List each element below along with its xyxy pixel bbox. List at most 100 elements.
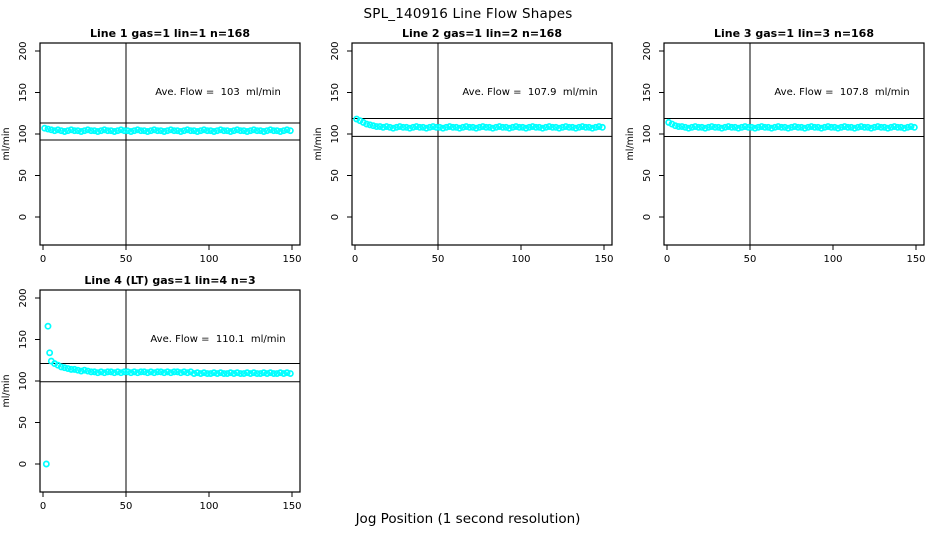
data-point bbox=[71, 365, 78, 373]
data-point bbox=[542, 123, 550, 131]
data-point bbox=[436, 123, 444, 131]
data-point bbox=[91, 368, 98, 376]
panel-line-2: Line 2 gas=1 lin=2 n=168 0 50 100 150 0 50 100 1… bbox=[312, 26, 624, 273]
plot-box bbox=[351, 42, 613, 246]
data-point bbox=[389, 124, 397, 132]
data-point bbox=[432, 123, 440, 131]
data-point bbox=[137, 368, 145, 376]
y-axis-label: ml/min bbox=[1, 374, 12, 407]
data-point bbox=[874, 123, 882, 130]
data-point bbox=[539, 124, 547, 132]
data-point bbox=[77, 367, 85, 375]
x-tick-label: 150 bbox=[282, 501, 301, 512]
data-point bbox=[130, 368, 138, 376]
data-point bbox=[685, 124, 693, 132]
data-point bbox=[140, 127, 148, 135]
data-point bbox=[187, 127, 195, 135]
data-point bbox=[831, 123, 839, 131]
data-point bbox=[100, 126, 108, 134]
data-point bbox=[220, 127, 228, 135]
data-point bbox=[140, 368, 148, 376]
data-point bbox=[422, 124, 430, 132]
data-point bbox=[51, 127, 59, 135]
data-point bbox=[871, 123, 878, 131]
data-point bbox=[207, 127, 215, 135]
data-point bbox=[691, 123, 699, 130]
data-point bbox=[695, 123, 702, 131]
data-point bbox=[280, 127, 288, 135]
data-point bbox=[87, 368, 95, 376]
data-point bbox=[266, 126, 274, 134]
data-point bbox=[671, 122, 679, 130]
data-point bbox=[509, 123, 517, 131]
data-point bbox=[562, 123, 570, 130]
data-point bbox=[486, 123, 493, 131]
data-point bbox=[157, 368, 165, 376]
data-point bbox=[197, 127, 205, 135]
data-point bbox=[678, 123, 686, 130]
data-point bbox=[250, 126, 258, 134]
x-tick-label: 50 bbox=[120, 254, 133, 265]
data-point bbox=[134, 369, 142, 377]
data-point bbox=[582, 123, 590, 131]
data-point bbox=[904, 123, 912, 131]
data-point bbox=[890, 123, 898, 130]
x-tick-label: 50 bbox=[432, 254, 445, 265]
data-point bbox=[549, 123, 556, 131]
data-point bbox=[416, 123, 424, 131]
y-tick-label: 150 bbox=[18, 330, 29, 349]
data-point bbox=[160, 128, 168, 135]
y-tick-label: 100 bbox=[330, 124, 341, 143]
data-point bbox=[127, 128, 135, 135]
data-point bbox=[884, 124, 892, 132]
data-point bbox=[117, 126, 125, 134]
data-points bbox=[353, 115, 606, 132]
panel-plot-2: Line 2 gas=1 lin=2 n=168 0 50 100 150 0 50 100 1… bbox=[313, 27, 614, 265]
data-point bbox=[675, 123, 683, 130]
data-point bbox=[57, 127, 65, 135]
x-tick-label: 100 bbox=[823, 254, 842, 265]
data-point bbox=[260, 128, 268, 135]
data-point bbox=[403, 123, 410, 131]
y-tick-label: 50 bbox=[18, 169, 29, 182]
data-point bbox=[247, 127, 254, 135]
data-point bbox=[821, 123, 829, 131]
data-point bbox=[426, 123, 434, 131]
data-point bbox=[190, 370, 198, 377]
data-point bbox=[114, 127, 122, 135]
data-point bbox=[854, 123, 862, 131]
data-point bbox=[708, 123, 716, 130]
data-point bbox=[754, 123, 762, 131]
data-point bbox=[217, 126, 225, 134]
data-point bbox=[472, 124, 480, 132]
data-point bbox=[273, 370, 281, 377]
x-tick-label: 100 bbox=[199, 254, 218, 265]
data-point bbox=[525, 123, 533, 131]
data-point bbox=[701, 124, 709, 132]
data-point bbox=[376, 123, 384, 130]
data-point bbox=[907, 123, 915, 130]
data-point bbox=[489, 124, 497, 132]
data-point bbox=[552, 123, 560, 131]
data-point bbox=[476, 123, 483, 131]
data-point bbox=[748, 123, 756, 131]
data-point bbox=[127, 369, 135, 377]
data-point bbox=[532, 123, 540, 131]
data-point bbox=[459, 123, 467, 131]
data-point bbox=[363, 120, 371, 128]
data-point bbox=[864, 123, 872, 131]
data-point bbox=[81, 127, 88, 135]
y-tick-label: 200 bbox=[642, 41, 653, 60]
data-point bbox=[283, 126, 291, 134]
data-point bbox=[386, 123, 394, 131]
data-point bbox=[857, 123, 865, 130]
data-point bbox=[120, 127, 128, 135]
data-point bbox=[237, 127, 244, 135]
data-point bbox=[74, 366, 82, 374]
y-tick-label: 150 bbox=[18, 83, 29, 102]
data-point bbox=[97, 368, 105, 376]
x-tick-label: 0 bbox=[40, 254, 46, 265]
data-point bbox=[778, 123, 785, 131]
y-axis-label: ml/min bbox=[313, 127, 324, 160]
data-point bbox=[807, 123, 815, 130]
